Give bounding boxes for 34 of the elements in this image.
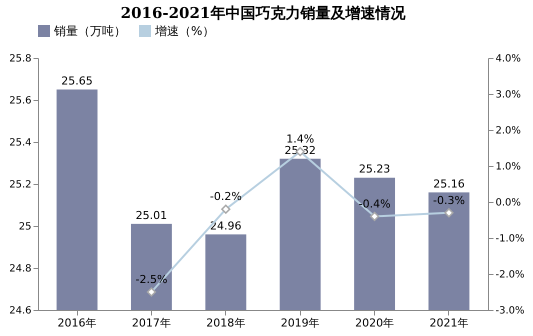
data-label: 24.96 xyxy=(210,219,242,232)
data-label: 1.4% xyxy=(286,132,314,146)
data-label: 25.16 xyxy=(433,177,465,190)
chart-title: 2016-2021年中国巧克力销量及增速情况 xyxy=(120,4,406,22)
data-label: -0.3% xyxy=(432,194,465,207)
data-label: -2.5% xyxy=(135,273,168,286)
y-tick-label: 25.4 xyxy=(9,138,32,148)
y-tick-label: 24.6 xyxy=(9,306,32,316)
data-label: 25.23 xyxy=(358,162,390,176)
x-tick-label: 2017年 xyxy=(132,316,171,330)
legend-label: 增速（%） xyxy=(154,24,214,38)
y2-tick-label: -1.0% xyxy=(496,234,525,244)
y-tick-label: 25 xyxy=(18,222,32,232)
data-label: 25.65 xyxy=(61,74,93,88)
y2-tick-label: 1.0% xyxy=(496,162,521,172)
y2-tick-label: -2.0% xyxy=(496,270,525,280)
y2-tick-label: 4.0% xyxy=(496,54,521,64)
data-label: -0.4% xyxy=(358,197,391,210)
x-tick-label: 2019年 xyxy=(280,316,320,330)
y-tick-label: 25.8 xyxy=(9,54,32,64)
y2-tick-label: 2.0% xyxy=(496,126,521,136)
y-tick-label: 25.2 xyxy=(9,180,32,190)
y2-tick-label: -3.0% xyxy=(496,306,525,316)
y-tick-label: 24.8 xyxy=(9,264,32,274)
y-tick-label: 25.6 xyxy=(9,96,32,106)
x-tick-label: 2016年 xyxy=(58,316,97,330)
data-label: 25.01 xyxy=(136,208,168,222)
y2-tick-label: 0.0% xyxy=(496,198,521,208)
legend-label: 销量（万吨） xyxy=(53,24,126,38)
data-label: -0.2% xyxy=(210,190,242,204)
y2-tick-label: 3.0% xyxy=(496,90,521,100)
x-tick-label: 2018年 xyxy=(206,316,246,330)
x-tick-label: 2020年 xyxy=(355,316,394,330)
x-tick-label: 2021年 xyxy=(429,316,468,330)
